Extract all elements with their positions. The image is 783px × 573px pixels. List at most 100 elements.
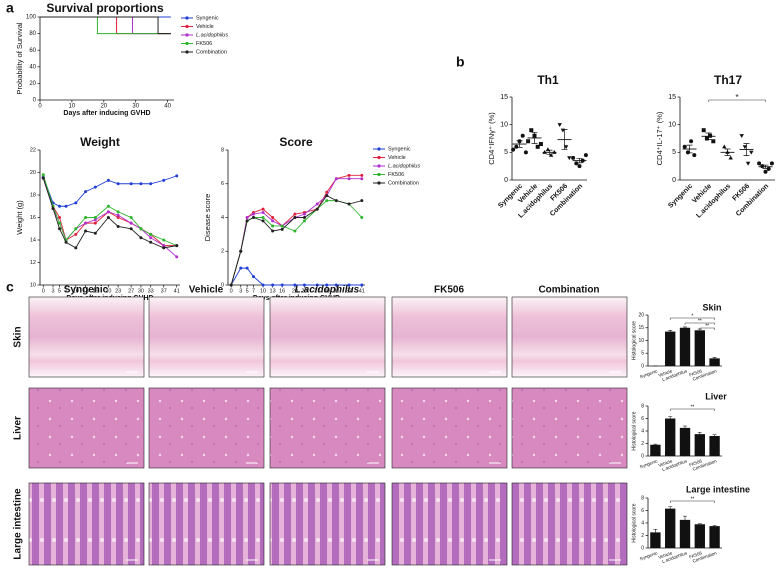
point bbox=[93, 216, 97, 219]
x-tick-label: 7 bbox=[252, 288, 255, 294]
bar bbox=[694, 330, 705, 366]
chart-title: Liver bbox=[705, 391, 727, 401]
error-bar bbox=[668, 330, 673, 332]
point bbox=[64, 240, 68, 244]
point bbox=[74, 232, 78, 236]
legend-marker bbox=[185, 16, 189, 20]
y-tick-label: 10 bbox=[668, 122, 676, 129]
survival-line bbox=[40, 16, 171, 35]
y-axis-label: Histological score bbox=[631, 321, 637, 360]
x-tick-label: 0 bbox=[38, 104, 42, 110]
series-line bbox=[230, 178, 362, 286]
series-line bbox=[42, 175, 177, 207]
histology-image bbox=[28, 482, 145, 566]
y-tick-label: 0 bbox=[221, 282, 224, 288]
y-tick-label: 20 bbox=[638, 312, 644, 318]
significance-label: ** bbox=[698, 318, 702, 324]
x-tick-label: FK506 bbox=[688, 368, 703, 377]
x-tick-label: 7 bbox=[65, 288, 68, 294]
y-tick-label: 10 bbox=[638, 338, 644, 344]
point bbox=[347, 173, 351, 177]
point bbox=[229, 283, 233, 287]
point bbox=[41, 176, 45, 180]
bar bbox=[679, 427, 691, 456]
point bbox=[271, 229, 275, 233]
column-header: L.acidophilus bbox=[295, 285, 360, 296]
legend-label: Syngenic bbox=[196, 15, 219, 21]
point bbox=[302, 283, 306, 287]
point bbox=[175, 244, 179, 248]
x-tick-label: 0 bbox=[230, 288, 233, 294]
x-tick-label: 33 bbox=[333, 288, 339, 294]
x-tick-label: 0 bbox=[42, 288, 45, 294]
point bbox=[129, 221, 133, 225]
point bbox=[360, 199, 364, 203]
survival-line bbox=[40, 16, 171, 35]
point bbox=[722, 144, 727, 149]
y-tick-label: 6 bbox=[641, 416, 644, 422]
point bbox=[149, 182, 153, 186]
x-tick-label: 5 bbox=[58, 288, 61, 294]
point bbox=[93, 221, 97, 225]
legend-label: Syngenic bbox=[388, 146, 411, 152]
panel-label: b bbox=[456, 54, 465, 70]
y-tick-label: 8 bbox=[641, 403, 644, 409]
histology-image bbox=[148, 387, 265, 469]
column-header: FK506 bbox=[434, 285, 464, 296]
y-tick-label: 6 bbox=[221, 181, 224, 187]
point bbox=[162, 246, 166, 250]
point bbox=[251, 212, 255, 216]
point bbox=[239, 266, 243, 270]
point bbox=[742, 145, 748, 150]
y-tick-label: 0 bbox=[672, 177, 676, 184]
point bbox=[58, 216, 62, 219]
y-tick-label: 4 bbox=[641, 428, 644, 434]
series-line bbox=[42, 177, 177, 249]
y-tick-label: 15 bbox=[500, 94, 508, 101]
x-tick-label: 30 bbox=[324, 288, 330, 294]
point bbox=[763, 169, 768, 174]
point bbox=[577, 164, 582, 169]
point bbox=[245, 266, 249, 270]
histology-image bbox=[391, 296, 508, 378]
point bbox=[302, 216, 306, 219]
significance-label: * bbox=[735, 93, 738, 102]
bar bbox=[665, 508, 676, 548]
x-tick-label: Syngenic bbox=[639, 368, 659, 379]
significance-bracket bbox=[699, 327, 715, 330]
point bbox=[757, 161, 762, 166]
y-tick-label: 0 bbox=[33, 98, 37, 104]
point bbox=[511, 147, 516, 152]
point bbox=[116, 182, 120, 186]
point bbox=[315, 207, 319, 211]
error-bar bbox=[712, 357, 717, 359]
point bbox=[526, 139, 531, 144]
row-label: Large intestine bbox=[13, 488, 24, 560]
y-tick-label: 22 bbox=[30, 147, 36, 153]
survival-line bbox=[40, 16, 171, 35]
column-header: Syngenic bbox=[64, 285, 109, 296]
histology-image bbox=[391, 387, 508, 469]
y-tick-label: 6 bbox=[641, 508, 644, 514]
y-tick-label: 20 bbox=[30, 170, 36, 176]
y-axis-label: Probability of Survival bbox=[15, 22, 24, 94]
x-axis-label: Days after inducing GVHD bbox=[63, 110, 150, 117]
point bbox=[245, 216, 249, 219]
y-tick-label: 5 bbox=[641, 351, 644, 357]
chart-title: Th17 bbox=[714, 73, 742, 87]
y-tick-label: 20 bbox=[29, 81, 36, 87]
legend-marker bbox=[185, 33, 189, 37]
histology-image bbox=[269, 387, 386, 469]
point bbox=[360, 173, 364, 177]
histology-image bbox=[269, 296, 386, 378]
bar bbox=[650, 444, 661, 456]
point bbox=[129, 216, 133, 219]
error-bar bbox=[762, 164, 769, 169]
panel-label: c bbox=[6, 279, 14, 295]
point bbox=[682, 144, 687, 149]
significance-bracket bbox=[684, 322, 715, 325]
point bbox=[139, 236, 143, 240]
bar bbox=[694, 434, 705, 456]
bar bbox=[679, 327, 691, 366]
